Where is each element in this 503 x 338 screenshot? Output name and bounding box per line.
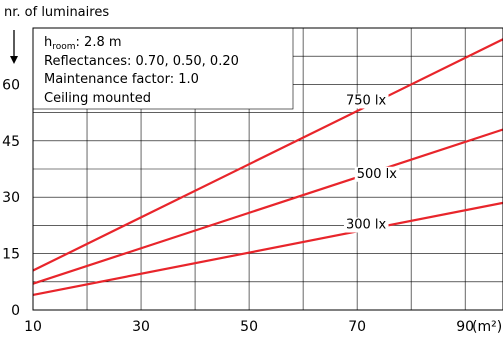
x-tick-label: 10 xyxy=(24,319,42,335)
tick-labels: 10 30 50 70 90 0 15 30 45 60 xyxy=(2,77,474,335)
x-axis-unit-label: (m²) xyxy=(472,319,502,335)
annotation-box xyxy=(32,27,294,110)
series-lines xyxy=(32,38,503,297)
annotation-line-mounting: Ceiling mounted xyxy=(44,91,151,106)
series-label-1: 500 lx xyxy=(357,167,398,182)
x-tick-label: 70 xyxy=(348,319,366,335)
y-axis-arrow-icon xyxy=(10,30,18,64)
y-axis-label: nr. of luminaires xyxy=(4,5,109,20)
x-tick-label: 30 xyxy=(132,319,150,335)
annotation-line-maintenance: Maintenance factor: 1.0 xyxy=(44,72,199,87)
series-label-2: 300 lx xyxy=(346,218,387,233)
y-tick-label: 60 xyxy=(2,77,20,93)
series-label-bg-1 xyxy=(354,166,400,182)
annotation-line-room-height: hroom: 2.8 m xyxy=(44,35,122,52)
series-label-bg-0 xyxy=(343,93,389,109)
series-line-1 xyxy=(32,128,503,285)
y-tick-label: 45 xyxy=(2,134,20,150)
series-line-0 xyxy=(32,38,503,272)
x-tick-label: 50 xyxy=(240,319,258,335)
plot-frame xyxy=(32,27,503,311)
x-tick-label: 90 xyxy=(456,319,474,335)
series-label-bg-2 xyxy=(343,217,389,233)
y-tick-label: 30 xyxy=(2,190,20,206)
annotation-text: hroom: 2.8 m Reflectances: 0.70, 0.50, 0… xyxy=(44,35,239,106)
y-tick-label: 0 xyxy=(11,303,20,319)
series-label-0: 750 lx xyxy=(346,93,387,108)
series-line-2 xyxy=(32,201,503,297)
annotation-line-reflectances: Reflectances: 0.70, 0.50, 0.20 xyxy=(44,54,239,69)
series-labels: 750 lx 500 lx 300 lx xyxy=(343,93,400,233)
y-tick-label: 15 xyxy=(2,247,20,263)
